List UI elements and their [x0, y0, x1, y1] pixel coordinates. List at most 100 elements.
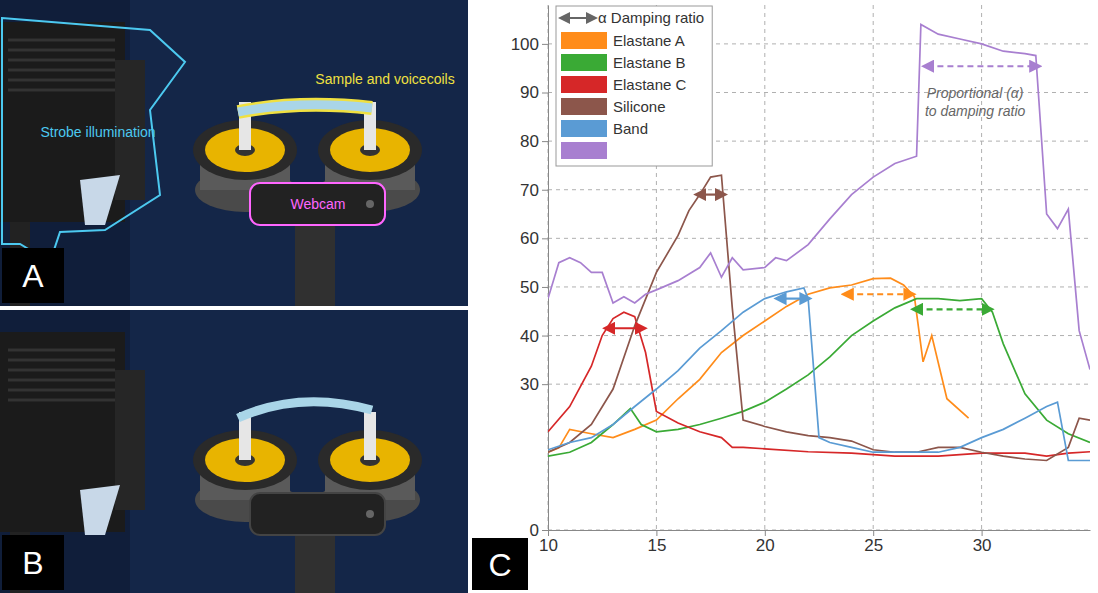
strobe-vent [8, 49, 115, 52]
page: Strobe illuminationSample and voicecoils… [0, 0, 1098, 593]
series-line [548, 288, 1090, 461]
legend-label: Elastane A [613, 32, 685, 49]
photo-background [0, 0, 468, 306]
grid-line-x [981, 5, 982, 530]
grid-line-y [548, 189, 1090, 190]
sample-strip [238, 105, 372, 112]
tick-mark [542, 287, 548, 288]
tick-label: 15 [647, 536, 666, 555]
legend-label: Silicone [613, 98, 666, 115]
damping-arrow [917, 308, 989, 310]
tick-label: 100 [511, 35, 539, 54]
tick: 30 [520, 375, 548, 394]
tick-label: 25 [864, 536, 883, 555]
annotation: Proportional (α) [927, 85, 1024, 101]
panel-letter: C [488, 547, 511, 583]
webcam-stand [295, 225, 335, 306]
legend-arrow [564, 17, 592, 19]
legend-swatch [561, 54, 607, 71]
panel-letter-box [2, 535, 64, 590]
grid-line-y [548, 238, 1090, 239]
tick: 80 [520, 132, 548, 151]
tick: 20 [756, 530, 775, 555]
legend-swatch [561, 76, 607, 93]
photo-label: Webcam [291, 196, 346, 212]
annotation: to damping ratio [925, 103, 1026, 119]
tick: 100 [511, 35, 548, 54]
strobe-vent [8, 399, 115, 402]
series-line [548, 24, 1090, 369]
legend-label: Elastane C [613, 76, 687, 93]
webcam-lens [366, 510, 374, 518]
series-line [548, 175, 1090, 460]
tick-label: 50 [520, 278, 539, 297]
tick: 40 [520, 326, 548, 345]
legend-label: Elastane B [613, 54, 686, 71]
tick-label: 30 [520, 375, 539, 394]
legend-swatch [561, 142, 607, 159]
tick: 90 [520, 83, 548, 102]
tick: 15 [647, 530, 666, 555]
tick-label: 90 [520, 83, 539, 102]
legend: α Damping ratio Elastane A Elastane B Elast… [556, 6, 712, 166]
sample-outline [238, 105, 372, 112]
tick-mark [542, 238, 548, 239]
tick-label: 30 [973, 536, 992, 555]
y-axis: 030405060708090100 [511, 6, 549, 540]
photo-label: Sample and voicecoils [315, 71, 454, 87]
tick-mark [542, 190, 548, 191]
strobe-vent [8, 79, 115, 82]
webcam-body [250, 183, 385, 225]
cloth-shade [130, 310, 468, 593]
webcam-body [250, 493, 385, 535]
legend-swatch [561, 120, 607, 137]
strobe-vent [8, 39, 115, 42]
grid-line-x [873, 5, 874, 530]
strobe-vent [8, 359, 115, 362]
grid-line-y [548, 335, 1090, 336]
legend-swatch [561, 98, 607, 115]
legend-box [556, 6, 712, 166]
strobe-flap [115, 370, 145, 510]
damping-arrow [847, 293, 910, 295]
damping-arrow [700, 193, 722, 195]
chart-background [470, 0, 1098, 593]
panel-letter: A [22, 258, 44, 294]
strobe-vent [8, 59, 115, 62]
panel-b: B [0, 310, 468, 593]
tick-label: 40 [520, 326, 539, 345]
sample-strip [238, 402, 372, 418]
tick-mark [542, 384, 548, 385]
voicecoil-post [364, 412, 376, 460]
damping-arrow [780, 298, 806, 300]
strobe-vent [8, 389, 115, 392]
cloth-shade [130, 0, 468, 306]
panel-letter: B [22, 545, 43, 581]
photo-background [0, 310, 468, 593]
tick-mark [542, 530, 548, 531]
axis-line [549, 530, 1091, 531]
tick-label: 10 [539, 536, 558, 555]
strobe-reflector [80, 175, 120, 225]
grid [548, 5, 1090, 530]
grid-line-y [548, 286, 1090, 287]
tick: 30 [973, 530, 992, 555]
tick-mark [542, 93, 548, 94]
tick: 50 [520, 278, 548, 297]
tick-mark [542, 141, 548, 142]
tick-label: 80 [520, 132, 539, 151]
strobe-vent [8, 369, 115, 372]
tick: 0 [530, 521, 548, 540]
strobe-vent [8, 349, 115, 352]
tick: 25 [864, 530, 883, 555]
legend-title: α Damping ratio [598, 9, 704, 26]
panel-letter-box [472, 538, 528, 590]
panel-a: Strobe illuminationSample and voicecoils… [0, 0, 468, 306]
strobe-vent [8, 379, 115, 382]
damping-arrow [609, 327, 642, 329]
x-axis: 10 15 20 25 30 [539, 530, 1090, 555]
tick-mark [542, 44, 548, 45]
tick: 70 [520, 181, 548, 200]
panel-letter-box [2, 248, 64, 303]
strobe-vent [8, 69, 115, 72]
